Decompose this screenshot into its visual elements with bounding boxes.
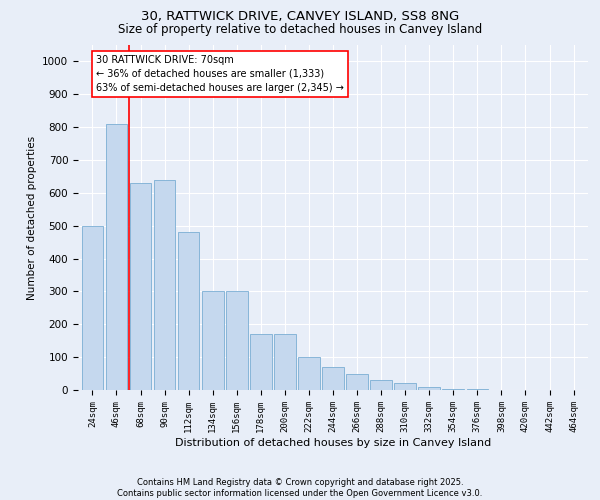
Bar — [106, 124, 127, 390]
X-axis label: Distribution of detached houses by size in Canvey Island: Distribution of detached houses by size … — [175, 438, 491, 448]
Bar — [130, 183, 151, 390]
Bar — [274, 334, 296, 390]
Text: Size of property relative to detached houses in Canvey Island: Size of property relative to detached ho… — [118, 22, 482, 36]
Text: 30 RATTWICK DRIVE: 70sqm
← 36% of detached houses are smaller (1,333)
63% of sem: 30 RATTWICK DRIVE: 70sqm ← 36% of detach… — [96, 55, 344, 93]
Bar — [226, 292, 248, 390]
Bar — [250, 334, 272, 390]
Bar — [346, 374, 368, 390]
Bar — [154, 180, 175, 390]
Y-axis label: Number of detached properties: Number of detached properties — [26, 136, 37, 300]
Bar — [442, 388, 464, 390]
Bar — [178, 232, 199, 390]
Bar — [298, 357, 320, 390]
Text: 30, RATTWICK DRIVE, CANVEY ISLAND, SS8 8NG: 30, RATTWICK DRIVE, CANVEY ISLAND, SS8 8… — [141, 10, 459, 23]
Bar — [394, 384, 416, 390]
Text: Contains HM Land Registry data © Crown copyright and database right 2025.
Contai: Contains HM Land Registry data © Crown c… — [118, 478, 482, 498]
Bar — [322, 367, 344, 390]
Bar — [418, 388, 440, 390]
Bar — [370, 380, 392, 390]
Bar — [82, 226, 103, 390]
Bar — [202, 292, 224, 390]
